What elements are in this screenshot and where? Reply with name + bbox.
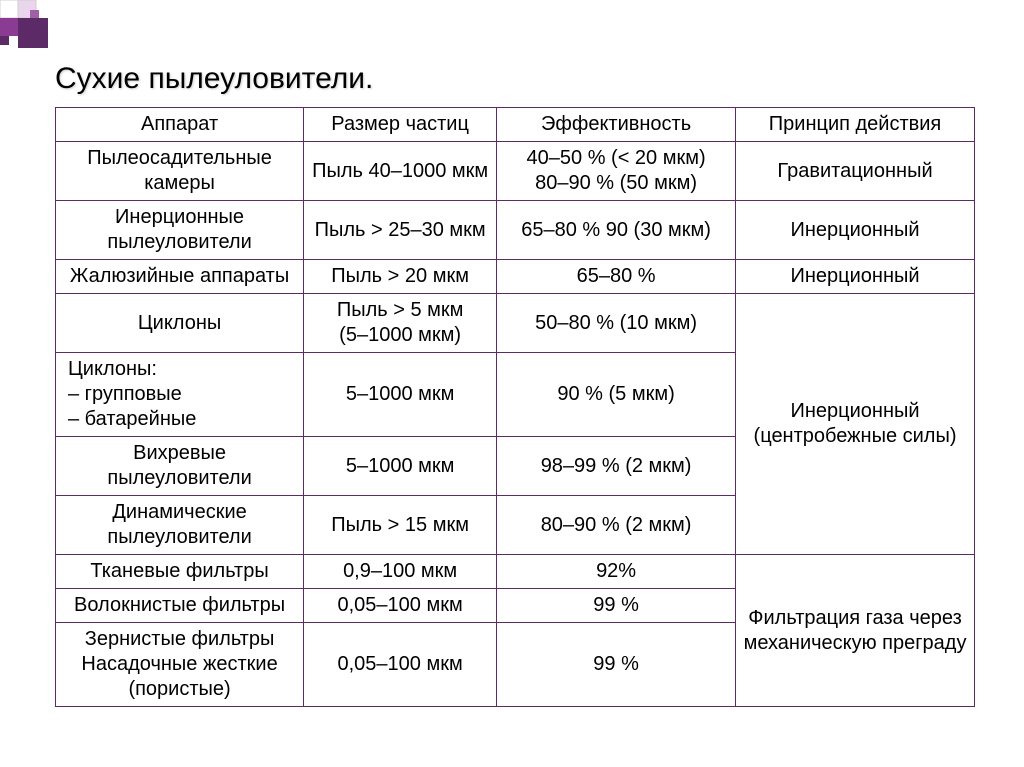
table-row: ЦиклоныПыль > 5 мкм(5–1000 мкм)50–80 % (… xyxy=(56,294,975,353)
table-cell: 99 % xyxy=(497,589,736,623)
table-cell: Пыль > 25–30 мкм xyxy=(304,201,497,260)
table-cell: 0,05–100 мкм xyxy=(304,623,497,707)
column-header: Аппарат xyxy=(56,108,304,142)
slide-title: Сухие пылеуловители. xyxy=(55,62,373,96)
table-cell: 98–99 % (2 мкм) xyxy=(497,437,736,496)
column-header: Размер частиц xyxy=(304,108,497,142)
dust-collectors-table: АппаратРазмер частицЭффективностьПринцип… xyxy=(55,107,975,707)
table-cell: 65–80 % 90 (30 мкм) xyxy=(497,201,736,260)
corner-decoration xyxy=(0,0,60,60)
table-cell: Циклоны:– групповые– батарейные xyxy=(56,353,304,437)
table-cell: 5–1000 мкм xyxy=(304,437,497,496)
table-cell: 80–90 % (2 мкм) xyxy=(497,496,736,555)
table-cell: 5–1000 мкм xyxy=(304,353,497,437)
table-cell: Вихревые пылеуловители xyxy=(56,437,304,496)
table-row: Пылеосадительные камерыПыль 40–1000 мкм4… xyxy=(56,142,975,201)
table-cell: Пыль > 5 мкм(5–1000 мкм) xyxy=(304,294,497,353)
table-cell: Динамические пылеуловители xyxy=(56,496,304,555)
table-cell: 92% xyxy=(497,555,736,589)
table-cell: Волокнистые фильтры xyxy=(56,589,304,623)
table-cell: 99 % xyxy=(497,623,736,707)
column-header: Принцип действия xyxy=(736,108,975,142)
table-row: Тканевые фильтры0,9–100 мкм92%Фильтрация… xyxy=(56,555,975,589)
table-cell: Пыль > 20 мкм xyxy=(304,260,497,294)
table-cell: Пылеосадительные камеры xyxy=(56,142,304,201)
table-cell: Зернистые фильтрыНасадочные жесткие(пори… xyxy=(56,623,304,707)
table-cell: 50–80 % (10 мкм) xyxy=(497,294,736,353)
table-cell: Инерционный xyxy=(736,201,975,260)
table-cell: Циклоны xyxy=(56,294,304,353)
table-cell: Пыль > 15 мкм xyxy=(304,496,497,555)
table-cell: Фильтрация газа через механическую прегр… xyxy=(736,555,975,707)
table-cell: Тканевые фильтры xyxy=(56,555,304,589)
table-cell: Инерционный(центробежные силы) xyxy=(736,294,975,555)
table-row: Инерционные пылеуловителиПыль > 25–30 мк… xyxy=(56,201,975,260)
table-cell: 40–50 % (< 20 мкм)80–90 % (50 мкм) xyxy=(497,142,736,201)
column-header: Эффективность xyxy=(497,108,736,142)
table-row: Жалюзийные аппаратыПыль > 20 мкм65–80 %И… xyxy=(56,260,975,294)
table-cell: 0,05–100 мкм xyxy=(304,589,497,623)
table-cell: Гравитационный xyxy=(736,142,975,201)
table-cell: Инерционный xyxy=(736,260,975,294)
table-cell: Жалюзийные аппараты xyxy=(56,260,304,294)
table-cell: 65–80 % xyxy=(497,260,736,294)
table-cell: 90 % (5 мкм) xyxy=(497,353,736,437)
table-cell: Пыль 40–1000 мкм xyxy=(304,142,497,201)
table-cell: Инерционные пылеуловители xyxy=(56,201,304,260)
table-cell: 0,9–100 мкм xyxy=(304,555,497,589)
